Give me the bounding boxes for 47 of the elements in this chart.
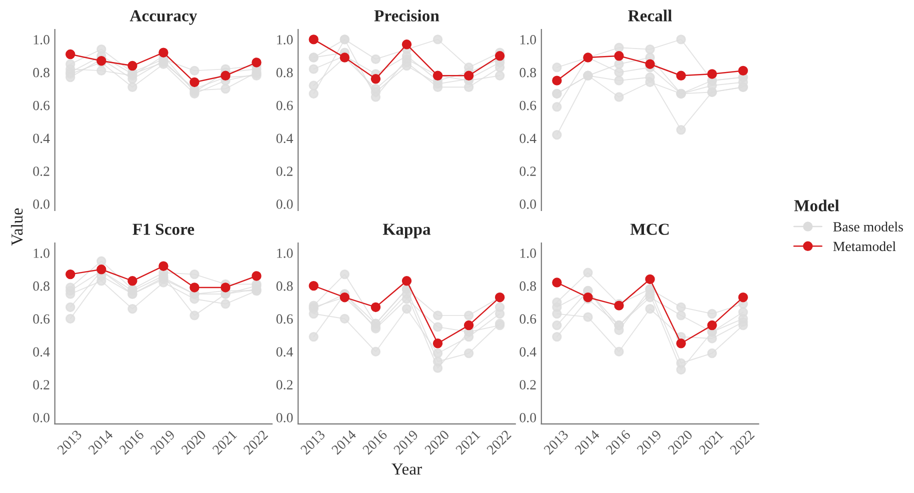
legend-label: Base models <box>833 222 903 232</box>
y-tick-label: 0.6 <box>520 100 536 110</box>
y-tick-label: 0.4 <box>276 134 294 144</box>
y-tick-label: 0.0 <box>276 412 293 422</box>
y-tick-label: 0.8 <box>520 281 536 291</box>
y-tick-label: 0.4 <box>520 347 536 357</box>
y-tick-label: 0.4 <box>33 347 50 357</box>
chart-title: F1 Score <box>132 224 194 235</box>
y-tick-label: 1.0 <box>34 248 50 258</box>
y-tick-label: 0.8 <box>33 68 50 78</box>
y-tick-label: 0.2 <box>520 380 536 390</box>
y-tick-label: 0.4 <box>33 134 50 144</box>
y-tick-label: 0.6 <box>276 100 293 110</box>
y-tick-label: 0.0 <box>33 412 50 422</box>
y-axis-title: Value <box>10 208 23 246</box>
y-tick-label: 0.0 <box>276 200 293 209</box>
y-tick-label: 0.2 <box>520 166 536 176</box>
y-tick-label: 1.0 <box>34 35 50 44</box>
legend-label: Metamodel <box>833 241 896 252</box>
y-tick-label: 0.2 <box>33 380 50 390</box>
y-tick-label: 0.6 <box>33 100 50 110</box>
y-tick-label: 0.2 <box>276 166 292 176</box>
chart-title: Accuracy <box>130 10 198 25</box>
x-axis-title: Year <box>392 464 422 475</box>
y-tick-label: 0.0 <box>520 200 536 209</box>
legend-title: Model <box>794 200 840 212</box>
y-tick-label: 1.0 <box>277 248 293 258</box>
y-tick-label: 0.0 <box>520 412 536 422</box>
y-tick-label: 0.6 <box>520 314 536 324</box>
chart-title: Precision <box>374 10 440 22</box>
chart-title: Recall <box>628 10 672 22</box>
y-tick-label: 0.8 <box>520 68 536 78</box>
y-tick-label: 0.8 <box>276 68 293 78</box>
y-tick-label: 0.2 <box>33 166 50 176</box>
chart-title: Kappa <box>382 224 431 238</box>
y-tick-label: 0.6 <box>33 314 50 324</box>
y-tick-label: 0.8 <box>33 281 50 291</box>
y-tick-label: 1.0 <box>277 35 293 44</box>
chart-title: MCC <box>630 224 669 235</box>
y-tick-label: 0.6 <box>276 314 293 324</box>
y-tick-label: 0.4 <box>520 134 536 144</box>
y-tick-label: 1.0 <box>520 248 536 258</box>
y-tick-label: 0.8 <box>276 281 293 291</box>
y-tick-label: 0.4 <box>276 347 294 357</box>
y-tick-label: 0.0 <box>33 200 50 209</box>
y-tick-label: 0.2 <box>276 380 292 390</box>
y-tick-label: 1.0 <box>520 35 536 44</box>
